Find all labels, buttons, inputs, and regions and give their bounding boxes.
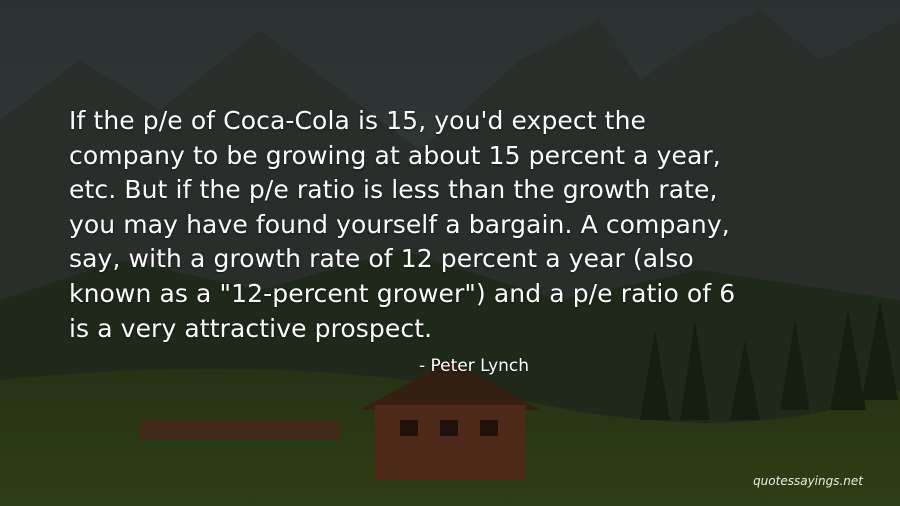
quote-line: known as a "12-percent grower") and a p/… [69, 278, 736, 308]
quote-author: - Peter Lynch [419, 356, 530, 376]
watermark: quotessayings.net [753, 474, 863, 488]
quote-text: If the p/e of Coca-Cola is 15, you'd exp… [69, 104, 735, 346]
quote-line: If the p/e of Coca-Cola is 15, you'd exp… [69, 106, 647, 135]
quote-line: etc. But if the p/e ratio is less than t… [69, 175, 718, 205]
quote-line: company to be growing at about 15 percen… [69, 140, 721, 170]
quote-line: is a very attractive prospect. [69, 313, 433, 343]
quote-line: say, with a growth rate of 12 percent a … [69, 244, 694, 274]
quote-line: you may have found yourself a bargain. A… [69, 209, 730, 239]
